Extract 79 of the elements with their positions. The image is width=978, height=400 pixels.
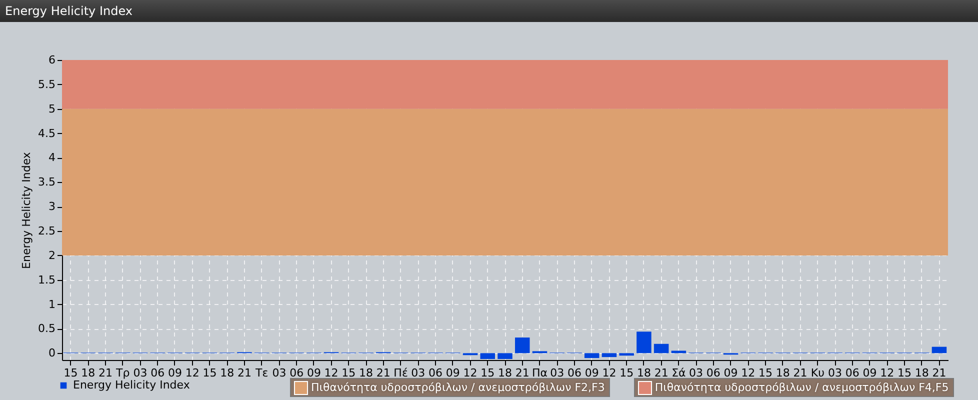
x-tick-label: 15 [897,366,912,380]
x-tick-label: Τε [254,366,268,380]
bar [671,350,686,354]
x-tick-label: 09 [168,366,182,380]
x-tick-label: 18 [776,366,790,380]
bar [619,353,634,356]
bar [498,353,512,360]
x-tick-label: 21 [98,366,113,380]
y-tick-label: 6 [48,54,56,66]
x-tick-label: 09 [584,366,599,380]
x-tick-label: 12 [602,366,616,380]
x-tick-label: 03 [411,366,426,380]
y-tick-label: 4 [48,151,56,164]
legend-label: Energy Helicity Index [73,378,190,392]
y-tick-label: 1.5 [38,273,56,286]
chart-title: Energy Helicity Index [0,0,978,22]
y-tick-label: 5.5 [38,78,56,91]
x-tick-label: Σά [672,366,686,380]
x-tick-label: 21 [793,366,808,380]
x-tick-label: 09 [724,366,738,380]
y-tick-label: 0.5 [38,322,56,336]
y-tick-label: 0 [48,346,56,360]
x-tick-label: 06 [845,366,860,380]
x-tick-label: 18 [636,366,651,380]
x-tick-label: 21 [654,366,668,380]
x-tick-label: 12 [463,366,478,380]
x-tick-label: 06 [290,366,304,380]
x-tick-label: 12 [185,366,200,380]
x-tick-label: 06 [706,366,720,380]
legend-label: Πιθανότητα υδροστρόβιλων / ανεμοστρόβιλων F4,F5 [654,380,949,396]
x-tick-label: 06 [428,366,443,380]
x-tick-label: 18 [914,366,929,380]
x-tick-label: 15 [342,366,356,380]
x-tick-label: 03 [133,366,148,380]
x-tick-label: 18 [498,366,512,380]
x-tick-label: 09 [862,366,877,380]
x-tick-label: 12 [324,366,338,380]
y-tick-label: 3 [48,200,56,214]
y-tick-label: 2.5 [38,224,56,238]
y-tick-label: 5 [48,102,56,116]
y-tick-label: 2 [48,248,56,262]
x-tick-label: Κυ [810,366,824,380]
x-tick-label: 09 [306,366,321,380]
x-tick-label: 03 [272,366,286,380]
x-tick-label: 12 [880,366,894,380]
y-axis-title: Energy Helicity Index [20,152,34,269]
bar [636,332,652,354]
bar [932,346,947,354]
x-tick-label: 18 [220,366,234,380]
bar [584,353,600,358]
x-tick-label: 21 [515,366,530,380]
x-tick-label: 15 [64,366,78,380]
x-tick-label: 03 [550,366,564,380]
x-tick-label: 18 [81,366,96,380]
x-tick-label: 03 [828,366,842,380]
y-tick-label: 3.5 [38,176,56,189]
x-tick-label: 15 [620,366,634,380]
x-tick-label: 15 [480,366,495,380]
x-tick-label: 03 [689,366,704,380]
x-tick-label: Τρ [115,366,130,380]
y-tick-label: 1 [48,298,56,311]
x-tick-label: 15 [758,366,773,380]
bar [480,353,496,360]
bar [602,353,617,358]
bar [654,344,669,354]
x-tick-label: 21 [237,366,252,380]
x-tick-label: 09 [446,366,460,380]
x-tick-label: 12 [741,366,756,380]
x-tick-label: 06 [567,366,582,380]
x-tick-label: 06 [150,366,165,380]
y-tick-label: 4.5 [38,126,56,140]
x-tick-label: Πέ [394,366,408,380]
x-tick-label: 21 [932,366,946,380]
legend-label: Πιθανότητα υδροστρόβιλων / ανεμοστρόβιλων F2,F3 [311,380,605,396]
x-tick-label: 21 [376,366,390,380]
x-tick-label: 15 [202,366,217,380]
x-tick-label: 18 [359,366,374,380]
x-tick-label: Πα [532,366,548,380]
bar [514,338,530,354]
